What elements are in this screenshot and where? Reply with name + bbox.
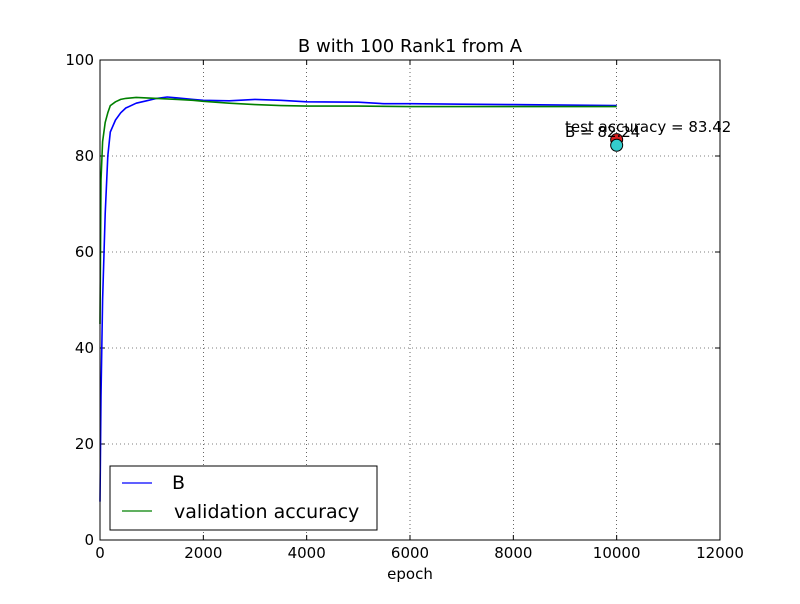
x-tick-label: 6000 bbox=[391, 544, 429, 562]
y-tick-label: 80 bbox=[75, 147, 94, 165]
series-line-b bbox=[99, 96, 617, 502]
annotation-test-accuracy: test accuracy = 83.42 bbox=[565, 118, 731, 136]
y-tick-label: 0 bbox=[84, 531, 94, 549]
x-tick-label: 2000 bbox=[184, 544, 222, 562]
plot-frame bbox=[99, 59, 721, 541]
x-tick-label: 12000 bbox=[696, 544, 744, 562]
x-tick-label: 0 bbox=[95, 544, 105, 562]
annotations: test accuracy = 83.42B = 82.24 bbox=[565, 118, 731, 141]
y-tick-label: 100 bbox=[65, 51, 94, 69]
x-axis-label: epoch bbox=[387, 565, 433, 583]
legend-label-b: B bbox=[172, 472, 185, 494]
legend-label-validation: validation accuracy bbox=[174, 501, 359, 523]
data-point-b bbox=[610, 138, 624, 152]
y-tick-label: 40 bbox=[75, 339, 94, 357]
chart-title: B with 100 Rank1 from A bbox=[298, 36, 523, 57]
series-group bbox=[99, 96, 617, 502]
legend-box bbox=[109, 465, 378, 531]
y-tick-label: 60 bbox=[75, 243, 94, 261]
legend: B validation accuracy bbox=[109, 465, 378, 531]
x-tick-label: 4000 bbox=[288, 544, 326, 562]
points-group bbox=[610, 133, 624, 152]
axis-ticks: 0 2000 4000 6000 8000 10000 12000 0 20 40 60 80 100 bbox=[65, 51, 744, 562]
annotation-b: B = 82.24 bbox=[565, 123, 640, 141]
y-tick-label: 20 bbox=[75, 435, 94, 453]
series-line-validation-accuracy bbox=[99, 96, 617, 325]
x-tick-label: 10000 bbox=[593, 544, 641, 562]
x-tick-label: 8000 bbox=[494, 544, 532, 562]
